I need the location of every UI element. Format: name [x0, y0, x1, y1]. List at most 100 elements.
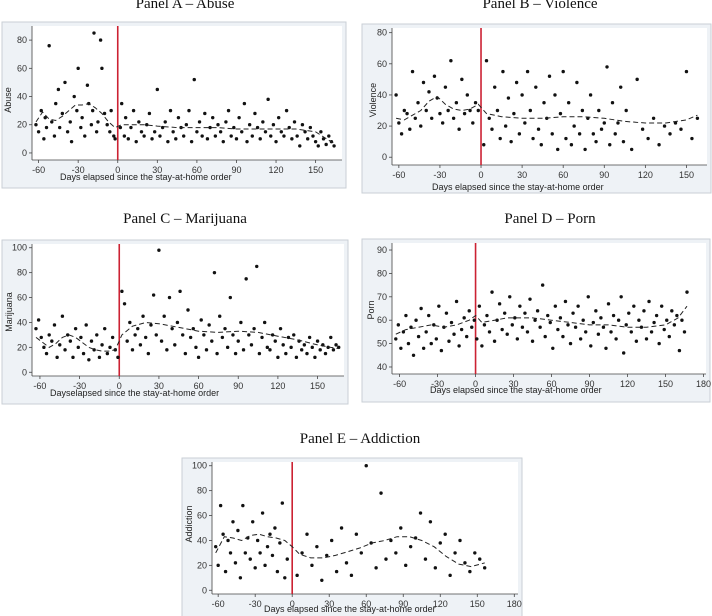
- trend-line: [215, 533, 485, 568]
- data-point: [63, 348, 67, 352]
- data-point: [447, 339, 451, 343]
- data-point: [588, 93, 593, 97]
- data-point: [558, 111, 563, 116]
- data-point: [334, 343, 338, 347]
- data-point: [640, 127, 645, 131]
- data-point: [308, 125, 313, 130]
- data-point: [404, 563, 408, 568]
- data-point: [184, 123, 189, 127]
- data-point: [662, 327, 666, 332]
- data-point: [319, 130, 323, 134]
- data-point: [120, 101, 124, 106]
- data-point: [465, 93, 470, 97]
- data-point: [36, 318, 41, 322]
- data-point: [134, 139, 138, 144]
- data-point: [434, 337, 439, 341]
- x-tick-label: 150: [658, 379, 673, 389]
- data-point: [128, 320, 132, 325]
- data-point: [637, 318, 641, 322]
- data-point: [680, 318, 684, 322]
- data-point: [258, 137, 262, 141]
- data-point: [505, 332, 509, 336]
- y-tick-label: 0: [22, 148, 27, 158]
- data-point: [682, 330, 687, 334]
- data-point: [433, 566, 438, 570]
- data-point: [76, 66, 80, 71]
- data-point: [384, 557, 388, 561]
- data-point: [642, 309, 646, 313]
- data-point: [260, 511, 265, 515]
- data-point: [364, 464, 368, 468]
- data-point: [237, 115, 241, 120]
- data-point: [394, 551, 398, 555]
- data-point: [295, 134, 299, 138]
- data-point: [550, 132, 554, 136]
- data-point: [609, 330, 613, 334]
- data-point: [514, 80, 519, 85]
- data-point: [305, 532, 309, 536]
- data-point: [468, 108, 472, 113]
- data-point: [274, 139, 278, 144]
- data-point: [647, 299, 651, 304]
- data-point: [65, 130, 70, 134]
- data-point: [183, 351, 188, 356]
- y-tick-label: 80: [197, 486, 207, 496]
- data-point: [397, 121, 401, 125]
- data-point: [137, 120, 141, 124]
- data-point: [189, 139, 194, 144]
- data-point: [639, 325, 644, 329]
- data-point: [657, 143, 661, 147]
- data-point: [520, 325, 525, 329]
- x-axis-label: Days elapsed since the stay-at-home orde…: [432, 182, 604, 192]
- trend-line: [395, 305, 688, 335]
- y-tick-label: 80: [17, 35, 27, 45]
- y-tick-label: 20: [17, 342, 27, 352]
- data-point: [424, 108, 428, 113]
- data-point: [548, 320, 552, 325]
- data-point: [197, 120, 202, 124]
- data-point: [92, 31, 96, 35]
- data-point: [405, 111, 409, 116]
- data-point: [535, 309, 540, 313]
- data-point: [103, 326, 107, 331]
- data-point: [525, 330, 530, 334]
- data-point: [278, 541, 282, 545]
- data-point: [551, 346, 555, 350]
- x-tick-label: -30: [249, 599, 262, 609]
- data-point: [589, 344, 593, 348]
- data-point: [406, 341, 411, 346]
- data-point: [173, 343, 177, 347]
- data-point: [410, 69, 415, 74]
- x-tick-label: 90: [233, 381, 243, 391]
- data-point: [241, 348, 246, 352]
- data-point: [42, 345, 46, 350]
- data-point: [294, 355, 299, 360]
- data-point: [44, 351, 49, 356]
- data-point: [675, 313, 679, 318]
- data-point: [270, 333, 275, 337]
- data-point: [533, 318, 537, 322]
- data-point: [47, 333, 51, 337]
- data-point: [547, 74, 552, 78]
- data-point: [100, 343, 104, 347]
- data-point: [178, 289, 182, 294]
- data-point: [167, 295, 172, 300]
- data-point: [60, 111, 65, 116]
- y-tick-label: 0: [22, 367, 27, 377]
- data-point: [214, 544, 218, 549]
- data-point: [601, 325, 606, 329]
- data-point: [695, 116, 700, 120]
- data-point: [231, 520, 235, 524]
- data-point: [413, 116, 417, 120]
- x-tick-label: 180: [507, 599, 522, 609]
- data-point: [295, 573, 299, 578]
- data-point: [262, 320, 267, 325]
- data-point: [306, 137, 310, 141]
- data-point: [218, 130, 223, 134]
- data-point: [399, 346, 403, 350]
- data-point: [204, 348, 209, 352]
- data-point: [210, 339, 214, 343]
- y-tick-label: 20: [377, 121, 387, 131]
- data-point: [419, 124, 423, 128]
